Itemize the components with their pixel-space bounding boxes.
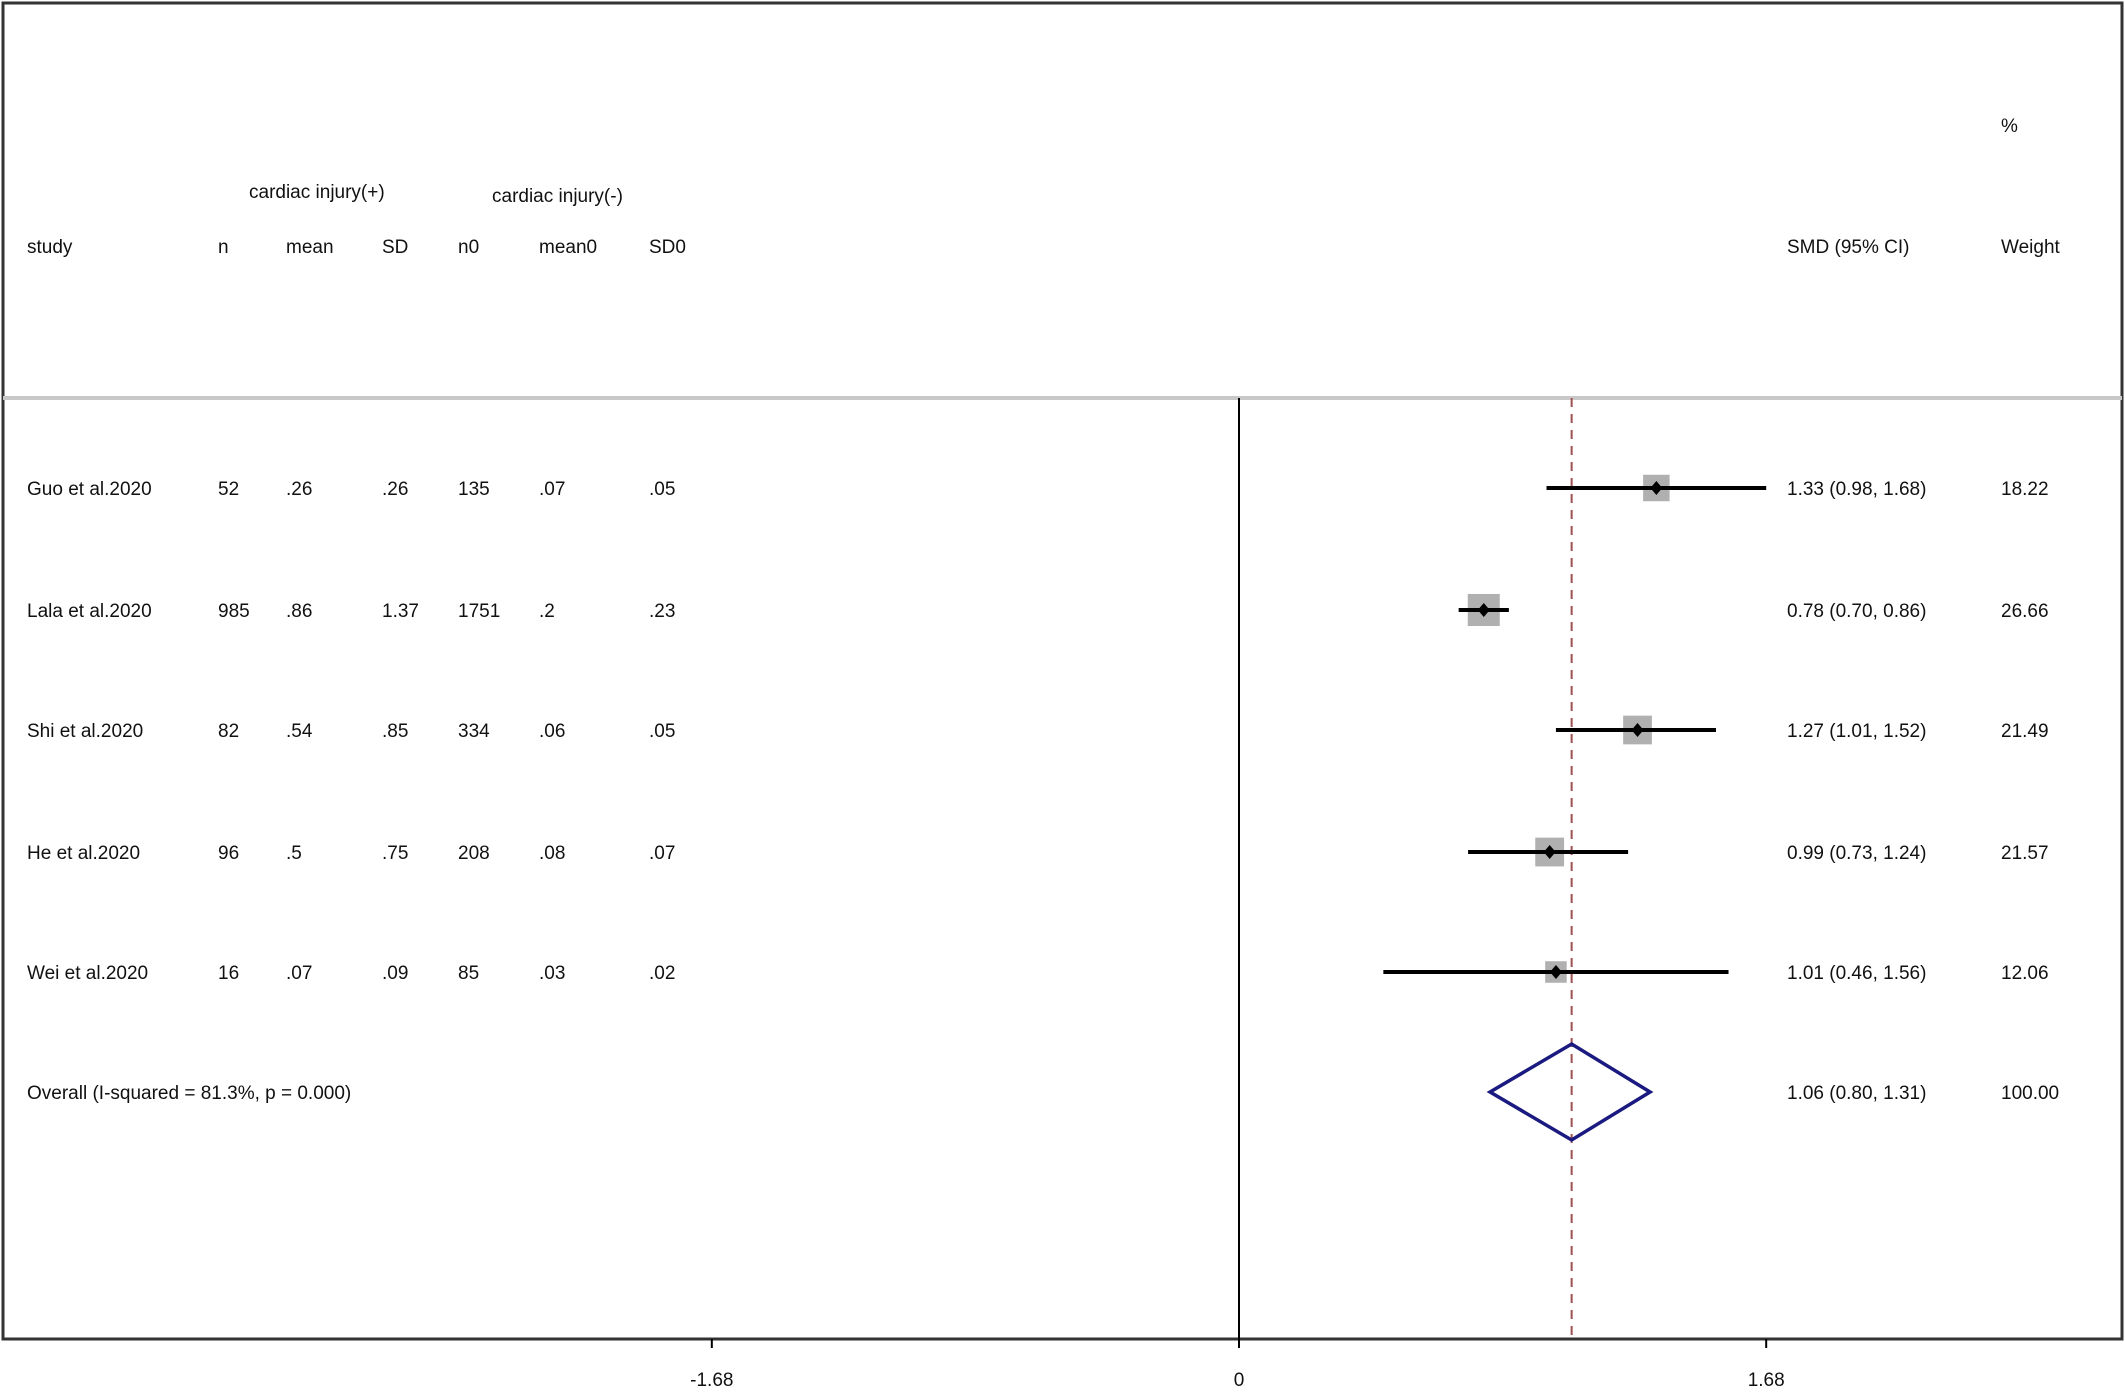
study-point-estimate: [1650, 481, 1663, 495]
weight-pct-header: %: [2001, 116, 2018, 137]
cell-mean: .86: [286, 601, 312, 622]
cell-sd0: .07: [649, 843, 675, 864]
study-point-estimate: [1631, 723, 1644, 737]
col-header-sd0: SD0: [649, 237, 686, 258]
study-smd-ci: 0.78 (0.70, 0.86): [1787, 601, 1926, 622]
cell-study: Lala et al.2020: [27, 601, 152, 622]
study-weight: 21.57: [2001, 843, 2049, 864]
col-header-n0: n0: [458, 237, 479, 258]
study-point-estimate: [1477, 603, 1490, 617]
cell-study: Wei et al.2020: [27, 963, 148, 984]
cell-n: 82: [218, 721, 239, 742]
cell-n0: 135: [458, 479, 490, 500]
plot-frame: [1, 1, 2124, 1341]
cell-study: Shi et al.2020: [27, 721, 143, 742]
cell-sd: 1.37: [382, 601, 419, 622]
overall-weight: 100.00: [2001, 1083, 2059, 1104]
cell-sd: .85: [382, 721, 408, 742]
cell-n0: 85: [458, 963, 479, 984]
study-point-estimate: [1549, 965, 1562, 979]
cell-study: He et al.2020: [27, 843, 140, 864]
cell-mean: .5: [286, 843, 302, 864]
study-weight: 12.06: [2001, 963, 2049, 984]
cell-mean: .26: [286, 479, 312, 500]
cell-n: 985: [218, 601, 250, 622]
cell-mean0: .03: [539, 963, 565, 984]
col-header-weight: Weight: [2001, 237, 2061, 258]
col-header-mean0: mean0: [539, 237, 597, 258]
cell-mean: .07: [286, 963, 312, 984]
cell-sd0: .05: [649, 721, 675, 742]
study-weight: 21.49: [2001, 721, 2049, 742]
cell-n: 52: [218, 479, 239, 500]
cell-study: Guo et al.2020: [27, 479, 152, 500]
col-header-n: n: [218, 237, 229, 258]
cell-n0: 334: [458, 721, 490, 742]
cell-mean0: .08: [539, 843, 565, 864]
cell-sd: .26: [382, 479, 408, 500]
cell-mean: .54: [286, 721, 313, 742]
cell-mean0: .06: [539, 721, 565, 742]
study-weight: 18.22: [2001, 479, 2049, 500]
study-smd-ci: 1.01 (0.46, 1.56): [1787, 963, 1926, 984]
col-header-mean: mean: [286, 237, 334, 258]
cell-n0: 1751: [458, 601, 500, 622]
x-tick-label: 0: [1234, 1370, 1245, 1391]
overall-smd-ci: 1.06 (0.80, 1.31): [1787, 1083, 1926, 1104]
study-point-estimate: [1543, 845, 1556, 859]
study-smd-ci: 1.27 (1.01, 1.52): [1787, 721, 1926, 742]
cell-n0: 208: [458, 843, 490, 864]
cell-n: 96: [218, 843, 239, 864]
col-header-smd: SMD (95% CI): [1787, 237, 1909, 258]
col-header-study: study: [27, 237, 73, 258]
overall-label: Overall (I-squared = 81.3%, p = 0.000): [27, 1083, 351, 1104]
cell-sd0: .02: [649, 963, 675, 984]
cell-mean0: .07: [539, 479, 565, 500]
group0-header: cardiac injury(-): [492, 186, 623, 207]
study-weight: 26.66: [2001, 601, 2049, 622]
x-tick-label: -1.68: [690, 1370, 733, 1391]
cell-mean0: .2: [539, 601, 555, 622]
cell-sd: .09: [382, 963, 408, 984]
x-tick-label: 1.68: [1748, 1370, 1785, 1391]
col-header-sd: SD: [382, 237, 408, 258]
overall-diamond: [1486, 1041, 1654, 1143]
cell-n: 16: [218, 963, 239, 984]
study-smd-ci: 1.33 (0.98, 1.68): [1787, 479, 1926, 500]
cell-sd0: .23: [649, 601, 675, 622]
study-smd-ci: 0.99 (0.73, 1.24): [1787, 843, 1926, 864]
cell-sd: .75: [382, 843, 408, 864]
group1-header: cardiac injury(+): [249, 182, 385, 203]
cell-sd0: .05: [649, 479, 675, 500]
